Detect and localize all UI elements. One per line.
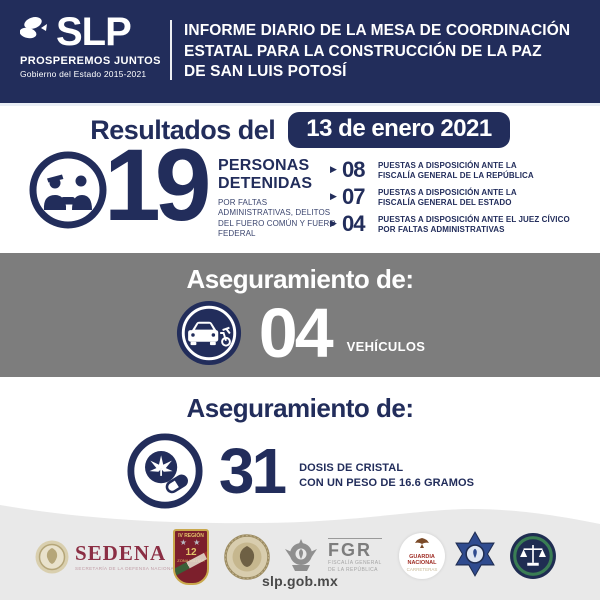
police-star-badge-icon xyxy=(455,531,495,577)
fgr-logo: FGR FISCALÍA GENERAL DE LA REPÚBLICA xyxy=(280,535,382,577)
vehicles-row: 04 VEHÍCULOS xyxy=(0,298,600,368)
fgr-subtitle-line2: DE LA REPÚBLICA xyxy=(328,566,378,573)
vehicles-icon xyxy=(176,300,241,366)
results-title: Resultados del xyxy=(90,114,276,145)
iv-region-militar-shield: IV REGIÓN ★ ★ 12 ZONA MILITAR xyxy=(173,529,209,585)
slp-logo-slogan: PROSPEREMOS JUNTOS xyxy=(20,55,161,67)
breakdown-text: PUESTAS A DISPOSICIÓN ANTE LA FISCALÍA G… xyxy=(378,188,517,207)
drugs-label-line2: CON UN PESO DE 16.6 GRAMOS xyxy=(299,477,475,489)
breakdown-text: PUESTAS A DISPOSICIÓN ANTE EL JUEZ CÍVIC… xyxy=(378,215,570,234)
sedena-logo: SEDENA SECRETARÍA DE LA DEFENSA NACIONAL xyxy=(34,539,177,575)
sedena-seal-icon xyxy=(35,540,69,574)
drugs-icon xyxy=(127,433,203,509)
fgr-eagle-icon xyxy=(285,539,317,571)
detained-label-line2: DETENIDAS xyxy=(218,175,313,193)
justice-scales-badge-icon xyxy=(510,533,556,579)
header-title-line2: ESTATAL PARA LA CONSTRUCCIÓN DE LA PAZ xyxy=(184,42,542,60)
fgr-subtitle-line1: FISCALÍA GENERAL xyxy=(328,559,382,566)
breakdown-count: 08 xyxy=(342,157,365,182)
sedena-subtitle: SECRETARÍA DE LA DEFENSA NACIONAL xyxy=(75,566,177,571)
header-title-line1: INFORME DIARIO DE LA MESA DE COORDINACIÓ… xyxy=(184,22,571,39)
drugs-heading: Aseguramiento de: xyxy=(186,393,415,423)
guardia-label-line2: NACIONAL xyxy=(407,560,437,567)
vehicles-label: VEHÍCULOS xyxy=(346,338,426,354)
footer-logos-row: SEDENA SECRETARÍA DE LA DEFENSA NACIONAL… xyxy=(0,527,600,587)
region-number: 12 xyxy=(185,547,197,558)
slp-logo-row: SLP xyxy=(20,12,170,52)
detained-breakdown-list: ▶ 08 PUESTAS A DISPOSICIÓN ANTE LA FISCA… xyxy=(330,159,583,240)
region-top-label: IV REGIÓN xyxy=(178,533,204,539)
region-stars: ★ ★ xyxy=(179,538,203,547)
detained-labels: PERSONAS DETENIDAS POR FALTAS ADMINISTRA… xyxy=(218,157,336,239)
breakdown-item-juez-civico: ▶ 04 PUESTAS A DISPOSICIÓN ANTE EL JUEZ … xyxy=(330,213,583,235)
breakdown-count: 07 xyxy=(342,184,365,209)
header-title-line3: DE SAN LUIS POTOSÍ xyxy=(184,63,347,81)
results-heading-row: Resultados del 13 de enero 2021 xyxy=(0,112,600,148)
vehicles-count: 04 xyxy=(258,294,334,372)
guardia-label-line3: CARRETERAS xyxy=(406,566,438,572)
header-title: INFORME DIARIO DE LA MESA DE COORDINACIÓ… xyxy=(184,21,570,83)
website-url: slp.gob.mx xyxy=(262,573,338,589)
detained-sublabel: POR FALTAS ADMINISTRATIVAS, DELITOS DEL … xyxy=(218,197,336,238)
header-divider xyxy=(170,20,172,80)
slp-logo-icon xyxy=(20,17,47,39)
guardia-eagle-icon xyxy=(415,538,429,548)
guardia-nacional-carreteras-logo: GUARDIA NACIONAL CARRETERAS xyxy=(399,533,445,579)
bullet-arrow-icon: ▶ xyxy=(330,164,337,174)
breakdown-text: PUESTAS A DISPOSICIÓN ANTE LA FISCALÍA G… xyxy=(378,161,534,180)
slp-logo: SLP PROSPEREMOS JUNTOS Gobierno del Esta… xyxy=(20,12,170,79)
date-badge: 13 de enero 2021 xyxy=(288,112,510,148)
sedena-name: SEDENA xyxy=(75,541,167,565)
guardia-nacional-seal-icon xyxy=(224,534,270,580)
sedena-text-block: SEDENA SECRETARÍA DE LA DEFENSA NACIONAL xyxy=(75,541,177,572)
detained-count: 19 xyxy=(104,128,211,242)
guardia-label-line1: GUARDIA xyxy=(409,554,435,560)
bullet-arrow-icon: ▶ xyxy=(330,218,337,228)
vehicles-heading: Aseguramiento de: xyxy=(186,264,415,294)
detained-persons-icon xyxy=(29,151,107,229)
breakdown-item-fge: ▶ 07 PUESTAS A DISPOSICIÓN ANTE LA FISCA… xyxy=(330,186,583,208)
drugs-labels: DOSIS DE CRISTAL CON UN PESO DE 16.6 GRA… xyxy=(299,461,474,491)
drugs-label-line1: DOSIS DE CRISTAL xyxy=(299,462,404,475)
fgr-text-block: FGR FISCALÍA GENERAL DE LA REPÚBLICA xyxy=(328,538,382,574)
bullet-arrow-icon: ▶ xyxy=(330,191,337,201)
header-bottom-strip xyxy=(0,103,600,106)
breakdown-count: 04 xyxy=(342,211,365,236)
drugs-count: 31 xyxy=(218,435,287,507)
breakdown-item-fgr: ▶ 08 PUESTAS A DISPOSICIÓN ANTE LA FISCA… xyxy=(330,159,583,181)
slp-logo-government: Gobierno del Estado 2015-2021 xyxy=(20,69,147,79)
drugs-row: 31 DOSIS DE CRISTAL CON UN PESO DE 16.6 … xyxy=(0,432,600,510)
slp-logo-text: SLP xyxy=(56,10,132,54)
vehicles-section: Aseguramiento de: xyxy=(0,253,600,377)
header-banner: SLP PROSPEREMOS JUNTOS Gobierno del Esta… xyxy=(0,0,600,103)
fgr-acronym: FGR xyxy=(328,540,372,561)
detained-label-line1: PERSONAS xyxy=(218,157,310,174)
